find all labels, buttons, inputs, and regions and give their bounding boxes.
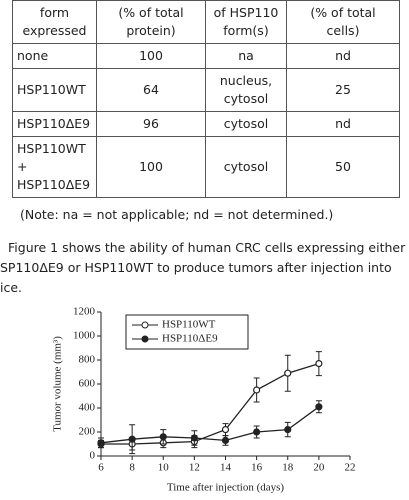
y-tick-label: 0 xyxy=(90,450,96,462)
x-tick-label: 20 xyxy=(313,462,325,474)
data-point xyxy=(315,403,323,411)
table-cell: HSP110WT xyxy=(12,68,97,112)
header-text: (% of total xyxy=(310,5,376,20)
table-row: HSP110WT 64 nucleus, cytosol 25 xyxy=(12,68,400,112)
table-cell: nd xyxy=(286,43,400,69)
table-cell: none xyxy=(12,43,97,69)
table-row: HSP110WT + HSP110ΔE9 100 cytosol 50 xyxy=(12,136,400,198)
data-point xyxy=(128,435,136,443)
legend-label: HSP110WT xyxy=(162,319,216,331)
table-note: (Note: na = not applicable; nd = not det… xyxy=(20,207,334,222)
table-cell: 100 xyxy=(96,136,206,198)
header-cell: of HSP110 form(s) xyxy=(205,0,287,44)
paragraph-line: Figure 1 shows the ability of human CRC … xyxy=(8,240,406,255)
legend-box xyxy=(125,314,249,350)
header-text: form(s) xyxy=(223,23,269,38)
data-point xyxy=(159,433,167,441)
data-point xyxy=(221,436,230,444)
table-cell: cytosol xyxy=(205,111,287,137)
y-tick-label: 1200 xyxy=(73,306,96,318)
data-point xyxy=(97,439,105,447)
table-cell: na xyxy=(205,43,287,69)
table-cell: 64 xyxy=(96,68,206,112)
series-line xyxy=(100,406,320,444)
header-text: protein) xyxy=(126,23,176,38)
data-point xyxy=(221,426,230,434)
chart: 0 200 400 600 800 1000 1200 6 8 10 12 14 16 18 20 22 Tim… xyxy=(52,306,356,494)
y-tick-label: 400 xyxy=(79,402,96,414)
x-axis-label: Time after injection (days) xyxy=(167,482,285,494)
data-table: form expressed (% of total protein) of HSP11… xyxy=(12,0,400,198)
y-tick-label: 1000 xyxy=(73,330,96,342)
table-cell: nucleus, cytosol xyxy=(205,68,287,112)
table-cell: 100 xyxy=(96,43,206,69)
legend-marker xyxy=(141,321,149,329)
data-point xyxy=(253,428,261,436)
y-axis-label: Tumor volume (mm³) xyxy=(52,336,64,432)
series-line xyxy=(101,362,320,445)
y-tick-label: 200 xyxy=(79,426,96,438)
data-point xyxy=(284,369,292,377)
header-text: expressed xyxy=(22,23,87,38)
y-tick-label: 600 xyxy=(79,378,96,390)
paragraph-line: SP110ΔE9 or HSP110WT to produce tumors a… xyxy=(0,260,392,275)
table-row: HSP110ΔE9 96 cytosol nd xyxy=(12,111,400,137)
header-text: of HSP110 xyxy=(213,5,279,20)
x-tick-label: 18 xyxy=(282,462,294,474)
data-point xyxy=(253,386,261,394)
header-cell: (% of total cells) xyxy=(286,0,400,44)
table-cell: cytosol xyxy=(205,136,287,198)
header-text: form xyxy=(39,5,70,20)
legend-label: HSP110ΔE9 xyxy=(162,333,218,345)
data-point xyxy=(284,426,292,434)
x-tick-label: 6 xyxy=(98,462,104,474)
x-tick-label: 14 xyxy=(220,462,232,474)
table-cell: 96 xyxy=(96,111,206,137)
x-tick-label: 8 xyxy=(129,462,135,474)
x-tick-label: 22 xyxy=(345,462,356,474)
table-cell: nd xyxy=(286,111,400,137)
header-text: cells) xyxy=(326,23,360,38)
data-point xyxy=(315,359,323,368)
data-point xyxy=(190,434,198,442)
paragraph-line: ice. xyxy=(0,280,23,295)
paragraph: Figure 1 shows the ability of human CRC … xyxy=(0,238,405,298)
header-text: (% of total xyxy=(118,5,184,20)
table-row: none 100 na nd xyxy=(12,43,400,69)
x-tick-label: 16 xyxy=(251,462,263,474)
table-cell: 50 xyxy=(286,136,400,198)
table-cell: HSP110ΔE9 xyxy=(12,111,97,137)
table-cell: HSP110WT + HSP110ΔE9 xyxy=(12,136,97,198)
header-cell: (% of total protein) xyxy=(96,0,206,44)
table-cell: 25 xyxy=(286,68,400,112)
header-row: form expressed (% of total protein) of HSP11… xyxy=(12,0,400,44)
x-tick-label: 10 xyxy=(158,462,170,474)
x-tick-label: 12 xyxy=(189,462,200,474)
y-tick-label: 800 xyxy=(79,354,96,366)
header-cell: form expressed xyxy=(12,0,97,44)
legend-marker xyxy=(141,335,149,343)
